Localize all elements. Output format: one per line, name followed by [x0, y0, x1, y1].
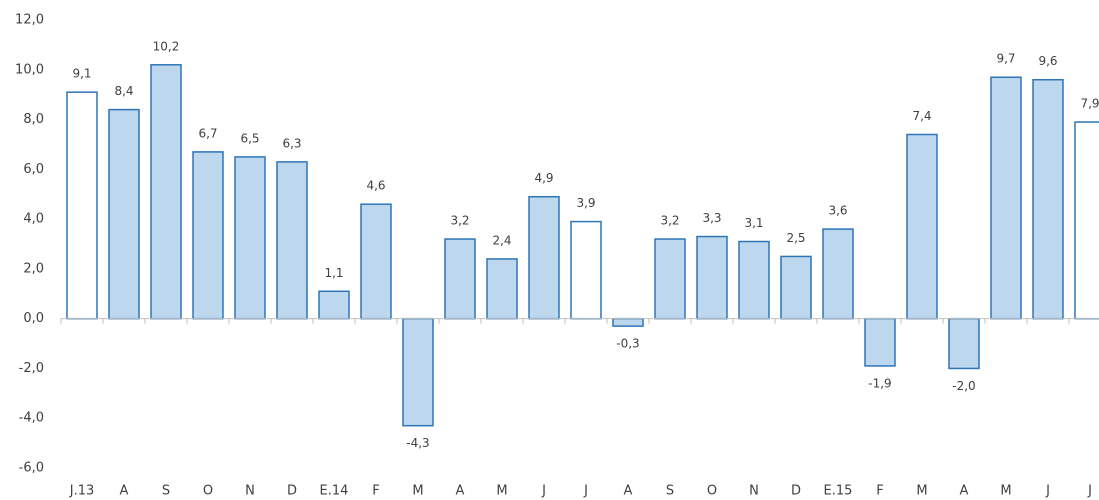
x-tick-label: N — [749, 484, 759, 499]
x-tick-label: N — [245, 484, 255, 499]
value-label: 7,4 — [912, 109, 931, 123]
bar — [1032, 78, 1064, 320]
bar — [990, 76, 1022, 320]
value-label: -2,0 — [952, 379, 975, 393]
bar — [822, 228, 854, 320]
bar — [528, 195, 560, 320]
bar — [654, 238, 686, 320]
x-tick-label: J — [583, 484, 588, 499]
x-tick-label: M — [916, 484, 927, 499]
value-label: 2,5 — [786, 231, 805, 245]
value-label: 6,5 — [240, 131, 259, 145]
y-tick-label: 4,0 — [23, 212, 44, 227]
value-label: 3,9 — [576, 196, 595, 210]
bar — [318, 290, 350, 320]
bar — [864, 317, 896, 367]
x-tick-label: S — [666, 484, 674, 499]
bar — [192, 151, 224, 320]
bar — [66, 91, 98, 320]
bar — [402, 317, 434, 427]
value-label: 2,4 — [492, 233, 511, 247]
value-label: 9,1 — [72, 67, 91, 81]
x-tick-label: F — [876, 484, 883, 499]
x-tick-label: A — [120, 484, 129, 499]
bar — [360, 203, 392, 320]
value-label: 10,2 — [153, 39, 180, 53]
x-tick-label: J — [1045, 484, 1050, 499]
value-label: 9,6 — [1038, 54, 1057, 68]
x-tick-label: O — [707, 484, 717, 499]
x-tick-label: M — [1000, 484, 1011, 499]
value-label: 3,2 — [660, 214, 679, 228]
x-tick-label: A — [960, 484, 969, 499]
bar — [486, 258, 518, 320]
bar — [780, 255, 812, 320]
value-label: 7,9 — [1080, 97, 1099, 111]
x-tick-label: J — [541, 484, 546, 499]
x-tick-label: S — [162, 484, 170, 499]
bar — [612, 317, 644, 327]
y-tick-label: 2,0 — [23, 261, 44, 276]
bar — [108, 108, 140, 320]
x-tick-label: E.14 — [320, 484, 349, 499]
y-tick-label: -2,0 — [19, 361, 44, 376]
value-label: 3,3 — [702, 211, 721, 225]
bar — [444, 238, 476, 320]
value-label: -0,3 — [616, 337, 639, 351]
x-tick-label: J — [1087, 484, 1092, 499]
value-label: 1,1 — [324, 266, 343, 280]
x-tick-label: D — [287, 484, 297, 499]
bar — [948, 317, 980, 370]
y-tick-label: 0,0 — [23, 311, 44, 326]
bar — [696, 235, 728, 320]
x-tick-label: M — [412, 484, 423, 499]
x-tick-label: J.13 — [69, 484, 95, 499]
value-label: 9,7 — [996, 52, 1015, 66]
bar — [234, 156, 266, 320]
y-tick-label: 8,0 — [23, 112, 44, 127]
y-tick-label: -4,0 — [19, 411, 44, 426]
value-label: 4,6 — [366, 179, 385, 193]
x-tick-label: D — [791, 484, 801, 499]
value-label: 8,4 — [114, 84, 133, 98]
x-tick-label: A — [624, 484, 633, 499]
value-label: 3,2 — [450, 214, 469, 228]
value-label: 6,3 — [282, 136, 301, 150]
x-tick-label: A — [456, 484, 465, 499]
y-tick-label: 10,0 — [15, 62, 44, 77]
value-label: 3,1 — [744, 216, 763, 230]
bar — [150, 64, 182, 320]
y-tick-label: -6,0 — [19, 461, 44, 476]
value-label: 4,9 — [534, 171, 553, 185]
y-tick-label: 6,0 — [23, 162, 44, 177]
bar — [906, 133, 938, 320]
bar — [570, 220, 602, 320]
value-label: -4,3 — [406, 436, 429, 450]
y-tick-label: 12,0 — [15, 13, 44, 28]
x-tick-label: M — [496, 484, 507, 499]
x-tick-label: E.15 — [824, 484, 853, 499]
value-label: -1,9 — [868, 376, 891, 390]
x-tick-label: O — [203, 484, 213, 499]
value-label: 6,7 — [198, 126, 217, 140]
bar — [1074, 121, 1099, 320]
bar — [276, 161, 308, 320]
x-tick-label: F — [372, 484, 379, 499]
bar — [738, 240, 770, 320]
value-label: 3,6 — [828, 204, 847, 218]
